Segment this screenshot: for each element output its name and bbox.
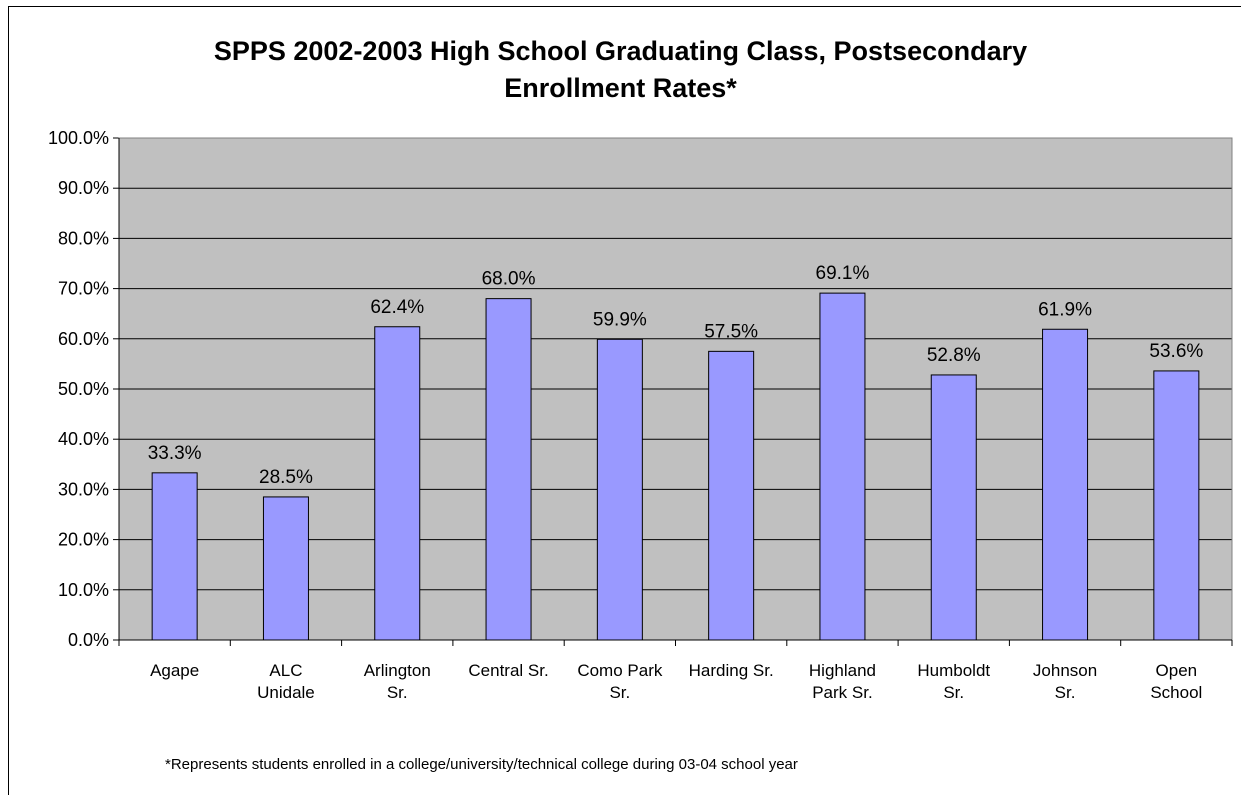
- bar: [151, 472, 198, 641]
- data-label: 61.9%: [1038, 299, 1092, 320]
- x-category-label: Sr.: [609, 683, 630, 702]
- x-category-label: Johnson: [1033, 661, 1097, 680]
- y-tick-label: 100.0%: [48, 128, 109, 148]
- chart-title-line-2: Enrollment Rates*: [504, 73, 737, 103]
- x-category-label: Open: [1156, 661, 1198, 680]
- x-category-label: Arlington: [364, 661, 431, 680]
- y-tick-label: 50.0%: [58, 379, 109, 399]
- data-label: 33.3%: [148, 443, 202, 464]
- bar: [262, 496, 309, 641]
- bar: [596, 338, 643, 641]
- data-label: 59.9%: [593, 309, 647, 330]
- bar: [819, 292, 866, 641]
- y-tick-label: 70.0%: [58, 279, 109, 299]
- x-category-label: Highland: [809, 661, 876, 680]
- x-category-label: Como Park: [577, 661, 663, 680]
- y-tick-label: 30.0%: [58, 479, 109, 499]
- x-category-label: School: [1150, 683, 1202, 702]
- x-category-label: Park Sr.: [812, 683, 872, 702]
- x-category-label: Sr.: [387, 683, 408, 702]
- data-label: 57.5%: [704, 321, 758, 342]
- bar: [708, 350, 755, 641]
- chart-title-line-1: SPPS 2002-2003 High School Graduating Cl…: [213, 36, 1028, 66]
- bar: [930, 374, 977, 641]
- chart-footnote: *Represents students enrolled in a colle…: [165, 756, 798, 773]
- y-tick-label: 10.0%: [58, 580, 109, 600]
- y-tick-label: 20.0%: [58, 530, 109, 550]
- data-label: 53.6%: [1149, 341, 1203, 362]
- x-category-label: Central Sr.: [468, 661, 548, 680]
- bar: [1042, 328, 1089, 641]
- chart-frame: [8, 6, 1241, 795]
- bar: [374, 326, 421, 641]
- data-label: 52.8%: [927, 345, 981, 366]
- x-category-label: Sr.: [1055, 683, 1076, 702]
- chart-title: SPPS 2002-2003 High School Graduating Cl…: [0, 33, 1241, 107]
- data-label: 68.0%: [482, 269, 536, 290]
- bar: [1153, 370, 1200, 641]
- y-tick-label: 40.0%: [58, 429, 109, 449]
- y-tick-label: 60.0%: [58, 329, 109, 349]
- y-tick-label: 80.0%: [58, 228, 109, 248]
- x-category-label: ALC: [269, 661, 302, 680]
- data-label: 28.5%: [259, 467, 313, 488]
- x-category-label: Agape: [150, 661, 199, 680]
- x-category-label: Humboldt: [917, 661, 990, 680]
- y-tick-label: 90.0%: [58, 178, 109, 198]
- x-category-label: Sr.: [943, 683, 964, 702]
- data-label: 69.1%: [816, 263, 870, 284]
- data-label: 62.4%: [370, 297, 424, 318]
- x-category-label: Unidale: [257, 683, 315, 702]
- x-category-label: Harding Sr.: [689, 661, 774, 680]
- y-tick-label: 0.0%: [68, 630, 109, 650]
- bar: [485, 298, 532, 641]
